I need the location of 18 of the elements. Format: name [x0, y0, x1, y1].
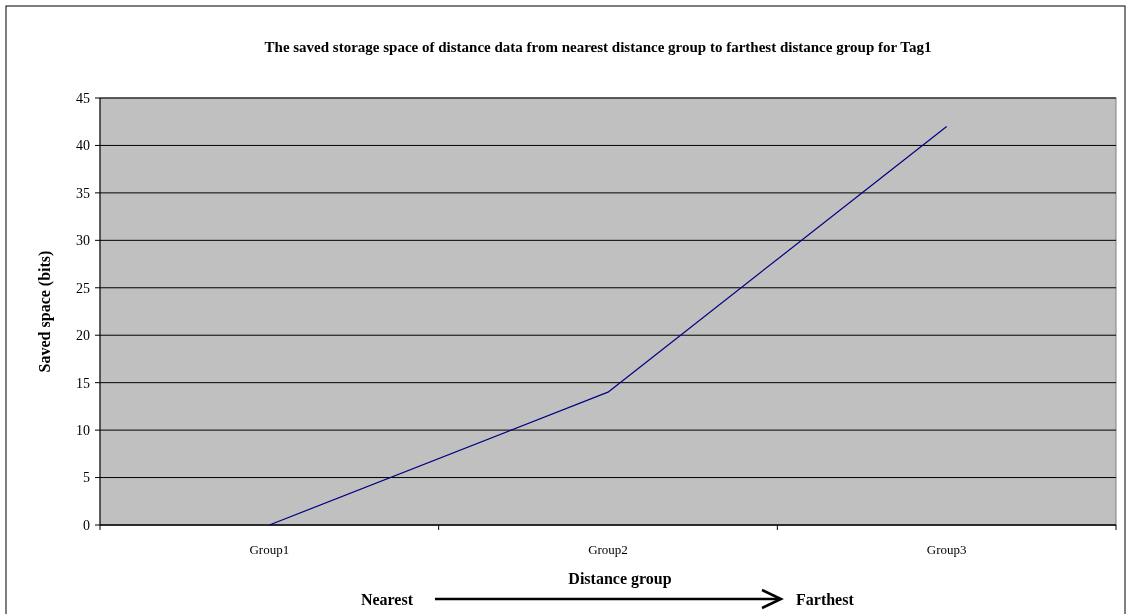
y-axis-title: Saved space (bits)	[36, 250, 54, 373]
y-tick-label: 40	[76, 138, 90, 154]
x-tick-label: Group3	[926, 542, 967, 557]
text: Farthest	[796, 591, 855, 608]
y-tick-label: 20	[76, 328, 90, 344]
y-tick-label: 25	[76, 280, 90, 296]
y-tick-label: 10	[76, 423, 90, 439]
x-tick-label: Group2	[588, 542, 628, 557]
x-axis-title: Distance group	[568, 570, 672, 588]
y-tick-label: 0	[83, 517, 90, 533]
chart-title: The saved storage space of distance data from nearest distance group to farthest distance group for Tag1	[264, 39, 932, 55]
y-tick-label: 35	[76, 185, 90, 201]
y-tick-label: 30	[76, 233, 90, 249]
text: Nearest	[360, 591, 414, 608]
y-tick-label: 45	[76, 90, 90, 106]
y-tick-label: 5	[83, 470, 90, 486]
y-tick-label: 15	[76, 375, 90, 391]
x-tick-label: Group1	[249, 542, 290, 557]
